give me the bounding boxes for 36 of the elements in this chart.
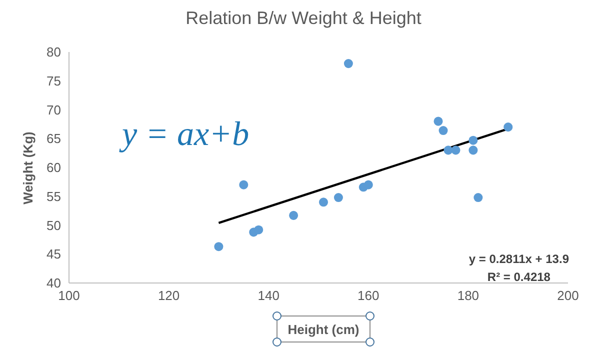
point	[344, 59, 353, 68]
x-tick-label: 100	[58, 288, 80, 304]
x-tick-label: 160	[358, 288, 380, 304]
point	[289, 210, 298, 220]
y-tick-label: 75	[46, 73, 61, 88]
point	[504, 122, 513, 132]
point	[444, 146, 453, 155]
y-tick-label: 70	[46, 102, 61, 118]
point	[434, 116, 443, 126]
point	[451, 146, 460, 155]
point	[364, 180, 373, 190]
y-tick-label: 65	[46, 131, 61, 146]
point	[468, 136, 478, 145]
annotation: R² = 0.4218	[486, 269, 552, 286]
x-tick-label: 180	[457, 288, 480, 304]
y-tick-label: 40	[46, 276, 61, 291]
point	[318, 198, 328, 207]
point	[334, 193, 343, 202]
point	[239, 180, 248, 190]
point	[438, 126, 448, 136]
x-axis-title: Height (cm)	[277, 316, 370, 342]
y-axis-title: Weight (Kg)	[20, 132, 36, 204]
point	[254, 225, 264, 234]
point	[214, 242, 224, 252]
annotation: y = 0.2811x + 13.9	[468, 251, 569, 268]
point	[468, 146, 478, 155]
y-tick-label: 55	[46, 188, 61, 204]
y-tick-label: 50	[46, 218, 61, 233]
y-tick-label: 80	[46, 44, 61, 60]
point	[474, 193, 483, 202]
x-tick-label: 120	[158, 288, 180, 304]
y-tick-label: 45	[46, 246, 61, 262]
chart-title: Relation B/w Weight & Height	[184, 8, 422, 29]
x-tick-label: 140	[258, 288, 280, 304]
y-tick-label: 60	[46, 160, 61, 176]
x-tick-label: 200	[557, 288, 579, 304]
